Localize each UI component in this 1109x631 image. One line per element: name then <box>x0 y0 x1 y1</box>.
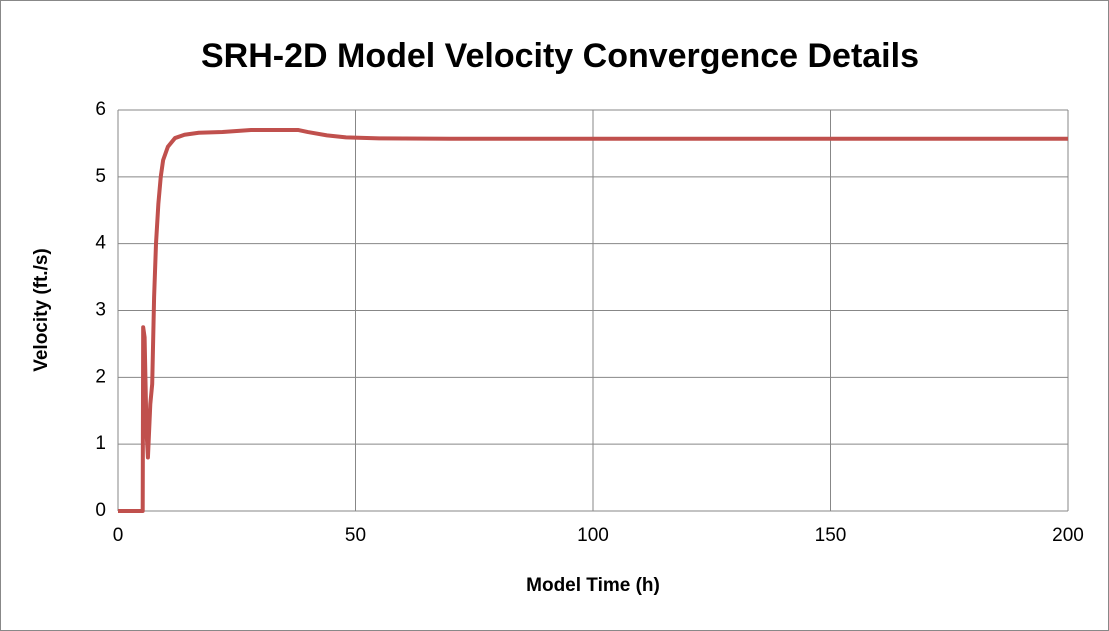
x-tick-label: 200 <box>1052 525 1084 546</box>
y-tick-label: 6 <box>95 99 106 120</box>
x-tick-label: 150 <box>815 525 847 546</box>
y-tick-label: 3 <box>95 300 106 321</box>
chart-title: SRH-2D Model Velocity Convergence Detail… <box>201 37 919 75</box>
x-tick-label: 100 <box>577 525 609 546</box>
y-tick-label: 5 <box>95 166 106 187</box>
line <box>118 128 1068 513</box>
y-tick-label: 0 <box>95 500 106 521</box>
y-tick-label: 2 <box>95 366 106 387</box>
y-tick-label: 4 <box>95 233 106 254</box>
x-tick-label: 50 <box>345 525 366 546</box>
y-axis-label: Velocity (ft./s) <box>31 248 52 372</box>
x-axis-label: Model Time (h) <box>526 575 660 596</box>
x-tick-label: 0 <box>113 525 124 546</box>
y-tick-label: 1 <box>95 433 106 454</box>
